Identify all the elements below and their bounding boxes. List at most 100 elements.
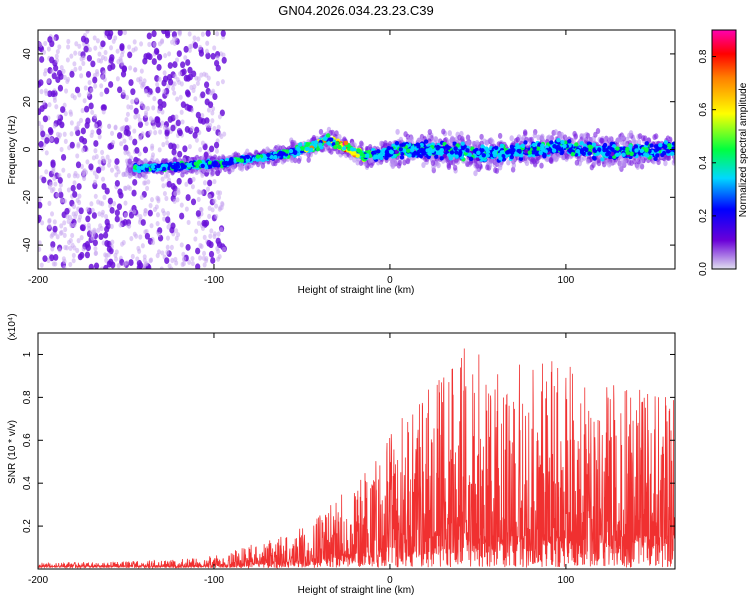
spectrogram-ridge-point: [602, 147, 607, 153]
spectrogram-ridge-point: [335, 141, 340, 146]
spectrogram-noise-point: [155, 120, 161, 128]
spectrogram-halo-point: [532, 132, 538, 139]
spectrogram-ridge-point: [584, 147, 589, 153]
spectrogram-halo-point: [348, 154, 354, 161]
spectrogram-noise-point: [76, 121, 81, 127]
spectrogram-ridge-point: [658, 142, 663, 148]
spectrogram-noise-point: [90, 207, 95, 213]
spectrogram-noise-point: [151, 105, 156, 111]
spectrogram-noise-point: [122, 138, 127, 144]
snr-y-tick-label: 0.4: [22, 476, 33, 490]
spectrogram-ridge-point: [669, 151, 675, 156]
spectrogram-ridge-point: [597, 147, 602, 152]
spectrogram-ridge-point: [313, 140, 319, 145]
spectrogram-ridge-point: [524, 149, 529, 154]
spectrogram-noise-point: [86, 54, 92, 62]
spectrogram-ridge-point: [454, 154, 459, 159]
spectrogram-noise-point: [156, 63, 162, 71]
spectrogram-noise-point: [81, 173, 86, 179]
spectrogram-noise-point: [175, 119, 181, 127]
snr-x-tick-label: -200: [28, 575, 48, 586]
spectrogram-noise-point: [170, 124, 176, 132]
spectrogram-noise-point: [172, 81, 177, 87]
spectrogram-noise-point: [200, 225, 205, 231]
spectrogram-ridge-point: [509, 144, 515, 149]
spectrogram-noise-point: [207, 193, 212, 200]
spectrogram-noise-point: [143, 211, 148, 217]
spectrogram-noise-point: [219, 226, 224, 233]
spectrogram-noise-point: [132, 138, 138, 146]
spectrogram-noise-point: [38, 196, 42, 203]
snr-y-tick-label: 1: [22, 351, 33, 357]
spectrogram-noise-point: [204, 48, 209, 54]
spectrogram-noise-point: [200, 140, 205, 146]
spectrogram-noise-point: [62, 131, 67, 137]
spectrogram-halo-point: [629, 159, 634, 166]
spectrogram-noise-point: [204, 117, 210, 125]
spectrogram-noise-point: [59, 146, 64, 153]
spectrogram-halo-point: [572, 130, 577, 137]
spectrogram-noise-point: [172, 40, 177, 46]
snr-x-tick-label: -100: [204, 575, 224, 586]
spectrogram-halo-point: [656, 159, 661, 166]
spectrogram-ridge-point: [161, 166, 167, 172]
spectrogram-noise-point: [199, 207, 204, 213]
spectrogram-halo-point: [553, 129, 559, 136]
spectrogram-noise-point: [76, 183, 82, 190]
colorbar-tick-label: 0.4: [698, 155, 709, 169]
spectrogram-noise-point: [106, 252, 111, 258]
spectrogram-noise-point: [166, 224, 171, 230]
spectrogram-ridge-point: [485, 153, 490, 158]
spectrogram-noise-point: [100, 104, 106, 112]
spectrogram-noise-point: [109, 206, 115, 214]
spectrogram-noise-point: [132, 178, 138, 186]
spectrogram-noise-point: [169, 244, 174, 250]
spectrogram-noise-point: [69, 53, 74, 59]
spectrogram-noise-point: [174, 114, 179, 120]
spectrogram-noise-point: [96, 227, 101, 233]
spectrogram-ridge-point: [309, 147, 314, 153]
spectrogram-halo-point: [434, 136, 439, 143]
spectrogram-noise-point: [146, 32, 152, 40]
spectrogram-noise-point: [56, 118, 62, 126]
spectrogram-noise-point: [80, 127, 86, 135]
spectrogram-noise-point: [64, 88, 69, 94]
spectrogram-noise-point: [55, 57, 60, 63]
spectrogram-noise-point: [197, 116, 204, 124]
spectrogram-noise-point: [39, 56, 45, 63]
spectrogram-noise-point: [220, 79, 225, 85]
spectrogram-noise-point: [42, 115, 48, 123]
spectrogram-noise-point: [168, 78, 174, 86]
spectrogram-noise-point: [58, 73, 64, 80]
spectrogram-x-tick-label: -200: [28, 275, 48, 286]
spectrogram-noise-point: [133, 114, 138, 120]
spectrogram-halo-point: [598, 137, 604, 144]
snr-y-tick-label: 0.6: [22, 433, 33, 447]
spectrogram-ridge-point: [170, 164, 176, 170]
spectrogram-noise-point: [196, 220, 201, 226]
spectrogram-noise-point: [177, 129, 183, 137]
spectrogram-noise-point: [93, 45, 98, 51]
spectrogram-ridge-point: [458, 150, 463, 155]
spectrogram-noise-point: [103, 264, 109, 269]
spectrogram-x-tick-label: -100: [204, 275, 224, 286]
spectrogram-ridge-point: [389, 149, 394, 155]
spectrogram-ridge-point: [260, 157, 266, 163]
spectrogram-noise-point: [102, 70, 107, 76]
spectrogram-noise-point: [104, 257, 109, 264]
spectrogram-noise-point: [69, 70, 75, 78]
spectrogram-noise-point: [75, 247, 80, 254]
spectrogram-noise-point: [190, 255, 195, 262]
spectrogram-ridge-point: [277, 152, 282, 157]
spectrogram-noise-point: [97, 211, 102, 217]
spectrogram-ridge-point: [634, 148, 639, 153]
spectrogram-noise-point: [117, 86, 123, 94]
spectrogram-ridge-point: [386, 153, 392, 158]
spectrogram-ridge-point: [423, 139, 429, 144]
spectrogram-noise-point: [79, 56, 84, 62]
spectrogram-noise-point: [58, 187, 63, 193]
spectrogram-halo-point: [395, 128, 400, 135]
spectrogram-ridge-point: [454, 150, 459, 155]
spectrogram-ridge-point: [435, 146, 440, 151]
